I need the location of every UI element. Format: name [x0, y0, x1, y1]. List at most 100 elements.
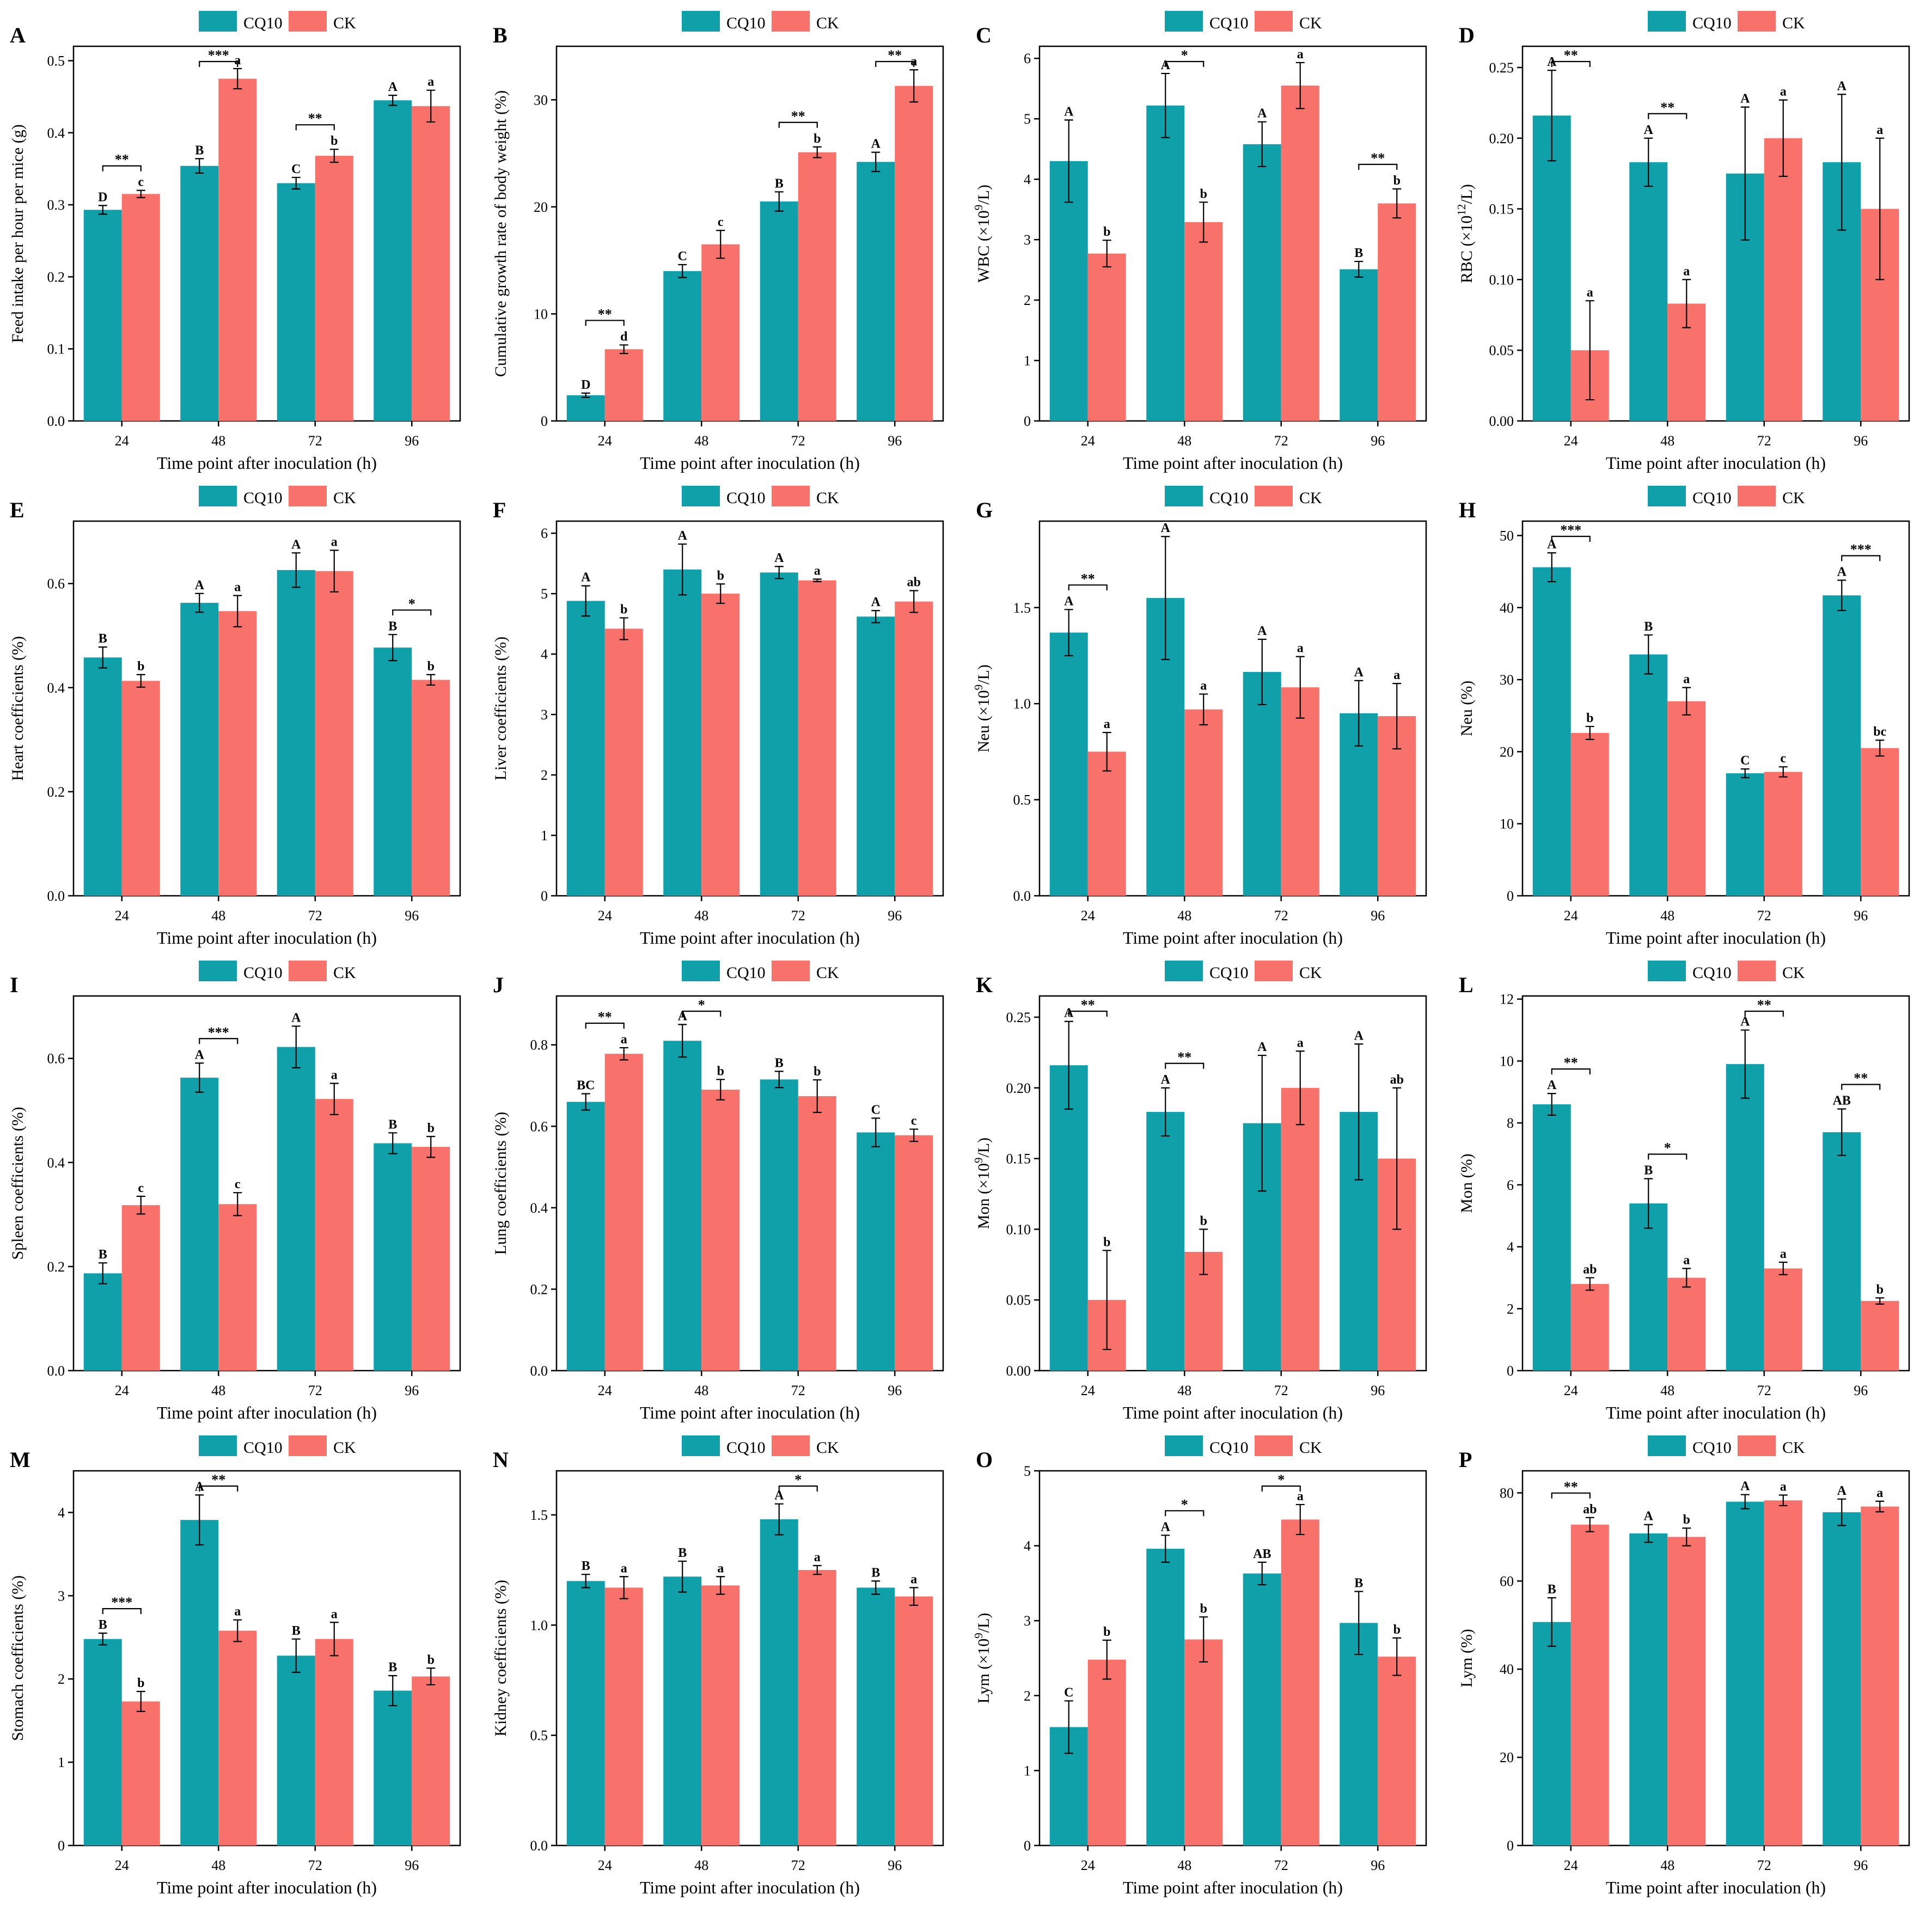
significance-marker: ** [791, 108, 805, 124]
group-letter: a [1297, 1489, 1304, 1503]
panel-B: B CQ10 CK 0 10 20 30 Cumulative growth rate of … [492, 11, 944, 473]
bar-ck-96 [1861, 748, 1899, 896]
bar-ck-72 [1281, 1087, 1319, 1371]
significance-bracket [1261, 1485, 1301, 1492]
y-tick-label: 4 [1507, 1239, 1514, 1255]
y-tick-label: 0 [1024, 413, 1031, 429]
y-axis: 0.0 0.5 1.0 1.5 Kidney coefficients (%) [492, 1507, 557, 1854]
x-tick-label: 48 [694, 908, 708, 924]
x-tick-label: 24 [115, 1383, 129, 1398]
panel-letter: I [10, 973, 19, 997]
group-letter: a [234, 580, 241, 595]
significance-bracket [1841, 1084, 1881, 1090]
legend-swatch-ck [1738, 11, 1776, 32]
group-letter: A [1161, 521, 1171, 535]
plot-frame [72, 995, 461, 1372]
group-letter: b [1200, 1602, 1207, 1616]
group-letter: A [1837, 1484, 1847, 1498]
significance-bracket [199, 1485, 239, 1492]
bar-cq10-72 [1726, 1064, 1764, 1371]
x-tick-label: 48 [694, 1857, 708, 1873]
significance: ** [1165, 1472, 1301, 1517]
legend-label-ck: CK [1299, 1439, 1322, 1457]
legend: CQ10 CK [1648, 486, 1805, 507]
y-axis: 0 1 2 3 4 Stomach coefficients (%) [9, 1505, 74, 1854]
legend-swatch-cq10 [682, 11, 720, 32]
y-tick-label: 0.2 [47, 1259, 65, 1275]
group-letter: B [1354, 1576, 1363, 1591]
x-axis-label: Time point after inoculation (h) [1123, 1878, 1343, 1897]
bar-ck-96 [1378, 1657, 1416, 1845]
group-letter: C [1740, 754, 1750, 768]
bar-ck-96 [412, 680, 450, 896]
y-axis-label: Neu (×109/L) [972, 664, 993, 753]
y-axis: 0 1 2 3 4 5 6 WBC (×109/L) [972, 51, 1040, 429]
panel-O: O CQ10 CK 0 1 2 3 4 5 Lym (×109/L) 24 Cb 48 Ab 72 AB a 96… [972, 1435, 1427, 1897]
group-letter: A [1644, 1509, 1654, 1524]
group-letter: b [717, 569, 724, 583]
y-tick-label: 0 [1024, 1838, 1031, 1854]
y-tick-label: 5 [1024, 1463, 1031, 1479]
group-letter: b [1103, 225, 1110, 239]
bar-ck-96 [895, 1135, 933, 1371]
legend-label-cq10: CQ10 [243, 489, 283, 507]
y-tick-label: 2 [541, 767, 548, 783]
x-tick-label: 72 [1757, 433, 1771, 449]
significance-bracket [778, 1485, 818, 1492]
y-tick-label: 0.0 [47, 888, 65, 904]
x-tick-label: 72 [308, 1383, 322, 1398]
plot-frame [1038, 1470, 1427, 1847]
y-tick-label: 40 [1500, 600, 1514, 616]
group-letter: c [235, 1177, 241, 1191]
group-letter: b [331, 134, 338, 148]
bar-cq10-48 [180, 166, 219, 421]
y-tick-label: 0.5 [530, 1728, 548, 1744]
x-axis-label: Time point after inoculation (h) [1606, 1403, 1826, 1422]
legend-swatch-cq10 [199, 11, 237, 32]
legend-label-ck: CK [1782, 1439, 1805, 1457]
x-tick-label: 72 [308, 433, 322, 449]
legend-label-cq10: CQ10 [1209, 1439, 1249, 1457]
legend-swatch-cq10 [682, 486, 720, 506]
group-letter: A [1161, 1073, 1171, 1087]
legend-label-ck: CK [1299, 489, 1322, 507]
group-letter: c [138, 1181, 144, 1195]
significance-bracket [392, 609, 432, 616]
group-letter: B [388, 1660, 397, 1674]
group-letter: a [234, 53, 241, 68]
group-letter: c [138, 175, 144, 190]
bar-ck-72 [315, 1639, 353, 1845]
legend-swatch-ck [289, 1435, 327, 1456]
group-letter: b [814, 132, 821, 146]
significance-marker: * [1181, 47, 1188, 63]
x-tick-label: 48 [1660, 1857, 1674, 1873]
significance-bracket [1551, 60, 1591, 67]
panel-letter: K [976, 973, 993, 997]
group-letter: A [774, 551, 784, 565]
plot-frame [1521, 1470, 1910, 1847]
significance: ** [1068, 571, 1108, 591]
significance-bracket [102, 165, 142, 172]
group-letter: a [1104, 717, 1110, 731]
y-tick-label: 0.4 [47, 1155, 65, 1171]
group-letter: A [871, 137, 881, 151]
y-axis: 0.00 0.05 0.10 0.15 0.20 0.25 Mon (×109/L) [972, 1010, 1040, 1379]
x-tick-label: 24 [598, 1383, 612, 1398]
y-tick-label: 0.1 [47, 341, 65, 357]
legend-label-ck: CK [1782, 964, 1805, 982]
legend: CQ10 CK [1165, 1435, 1322, 1457]
significance: *** [585, 997, 722, 1029]
legend: CQ10 CK [1165, 486, 1322, 507]
x-tick-label: 48 [1177, 433, 1191, 449]
group-letter: b [1393, 174, 1401, 188]
bar-ck-48 [701, 594, 740, 896]
y-axis-label: Stomach coefficients (%) [9, 1575, 27, 1741]
bar-cq10-96 [1823, 1132, 1861, 1371]
group-letter: a [331, 1607, 338, 1621]
y-tick-label: 3 [1024, 232, 1031, 248]
bar-ck-24 [1087, 1659, 1126, 1845]
x-tick-label: 24 [1564, 433, 1578, 449]
